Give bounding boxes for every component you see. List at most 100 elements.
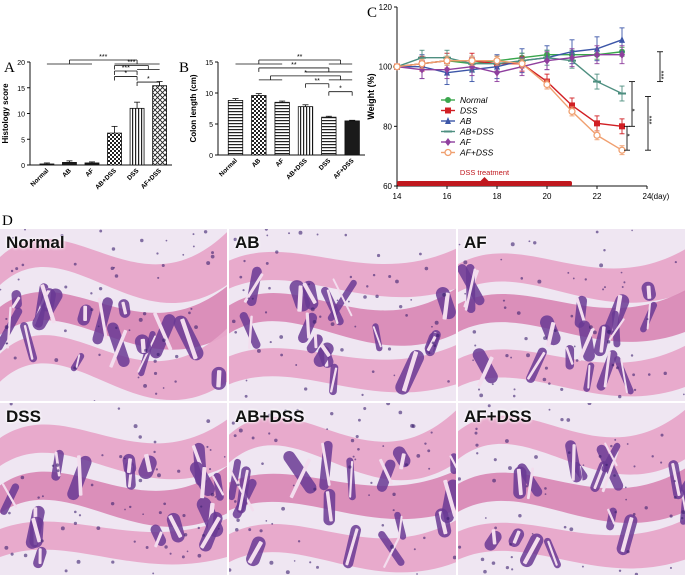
data-point <box>445 97 451 103</box>
nucleus <box>533 241 537 245</box>
nucleus <box>182 513 186 518</box>
nucleus <box>371 370 375 374</box>
nucleus <box>39 245 41 248</box>
crypt <box>283 450 317 494</box>
nucleus <box>410 423 415 428</box>
nucleus <box>581 565 584 568</box>
nucleus <box>592 330 597 335</box>
nucleus <box>476 452 479 455</box>
x-tick-label: AB+DSS <box>285 157 309 181</box>
nucleus <box>37 496 40 499</box>
nucleus <box>424 266 429 271</box>
data-point <box>568 107 576 116</box>
x-tick-label: 20 <box>543 192 552 201</box>
nucleus <box>192 233 195 236</box>
nucleus <box>375 294 379 299</box>
nucleus <box>243 259 246 263</box>
nucleus <box>21 263 25 267</box>
nucleus <box>683 393 685 396</box>
nucleus <box>269 341 272 344</box>
nucleus <box>660 433 664 437</box>
nucleus <box>393 374 396 377</box>
nucleus <box>163 502 167 506</box>
nucleus <box>319 315 322 318</box>
nucleus <box>502 299 506 302</box>
nucleus <box>98 353 101 357</box>
nucleus <box>595 230 599 234</box>
crypt-lumen <box>23 325 34 360</box>
nucleus <box>113 266 116 269</box>
histology-tile-label: Normal <box>6 233 65 252</box>
crypt-lumen <box>200 466 207 499</box>
nucleus <box>64 285 68 289</box>
nucleus <box>442 292 447 297</box>
crypt-lumen <box>332 278 353 317</box>
nucleus <box>626 443 629 445</box>
colon-length-chart: 0 5 10 15 Colon length (cm) Normal AB AF AB+DSS D… <box>189 54 365 181</box>
crypt-lumen <box>11 296 21 309</box>
nucleus <box>553 329 557 333</box>
nucleus <box>632 512 636 516</box>
data-point <box>593 131 601 139</box>
nucleus <box>313 487 317 491</box>
nucleus <box>560 417 564 422</box>
nucleus <box>392 509 395 512</box>
nucleus <box>284 409 287 413</box>
nucleus <box>244 394 248 398</box>
y-axis-label: Colon length (cm) <box>189 74 198 142</box>
nucleus <box>268 286 271 290</box>
nucleus <box>153 450 156 454</box>
data-point <box>543 80 551 89</box>
crypt-lumen <box>321 442 331 486</box>
nucleus <box>354 325 357 328</box>
crypt-lumen <box>121 301 128 315</box>
nucleus <box>24 229 26 231</box>
histology-tile-af: AF <box>458 229 685 401</box>
y-axis-label: Weight (%) <box>366 73 376 119</box>
nucleus <box>153 359 157 363</box>
nucleus <box>513 388 516 391</box>
nucleus <box>165 239 168 242</box>
nucleus <box>413 548 416 551</box>
crypt-lumen <box>599 326 606 353</box>
nucleus <box>424 442 427 445</box>
nucleus <box>405 314 408 317</box>
nucleus <box>231 421 235 425</box>
histology-image <box>229 229 456 401</box>
crypt-lumen <box>326 289 339 325</box>
nucleus <box>510 356 513 359</box>
nucleus <box>483 569 487 574</box>
crypt-lumen <box>372 326 382 348</box>
nucleus <box>669 514 673 518</box>
nucleus <box>298 230 303 235</box>
nucleus <box>492 478 496 483</box>
nucleus <box>366 285 369 288</box>
y-tick-label: 10 <box>17 112 25 119</box>
crypt-lumen <box>154 531 163 548</box>
nucleus <box>268 432 271 435</box>
nucleus <box>431 325 433 328</box>
nucleus <box>352 455 355 458</box>
nucleus <box>110 266 115 271</box>
nucleus <box>510 555 513 559</box>
nucleus <box>475 443 479 447</box>
nucleus <box>673 495 677 499</box>
nucleus <box>143 383 147 388</box>
crypt-lumen <box>153 312 173 351</box>
crypt-lumen <box>522 536 541 565</box>
nucleus <box>60 526 65 531</box>
nucleus <box>614 438 617 441</box>
crypt-lumen <box>248 315 253 350</box>
y-tick-label: 5 <box>209 122 213 129</box>
nucleus <box>436 333 440 338</box>
nucleus <box>633 465 636 468</box>
crypt-lumen <box>144 453 152 473</box>
legend-label: AB+DSS <box>459 127 494 137</box>
x-tick-label: 16 <box>443 192 452 201</box>
crypt-lumen <box>527 351 546 380</box>
nucleus <box>285 570 290 575</box>
y-tick-label: 0 <box>209 153 213 160</box>
x-tick-label: DSS <box>126 167 141 182</box>
nucleus <box>64 569 68 573</box>
crypt-lumen <box>109 329 128 368</box>
